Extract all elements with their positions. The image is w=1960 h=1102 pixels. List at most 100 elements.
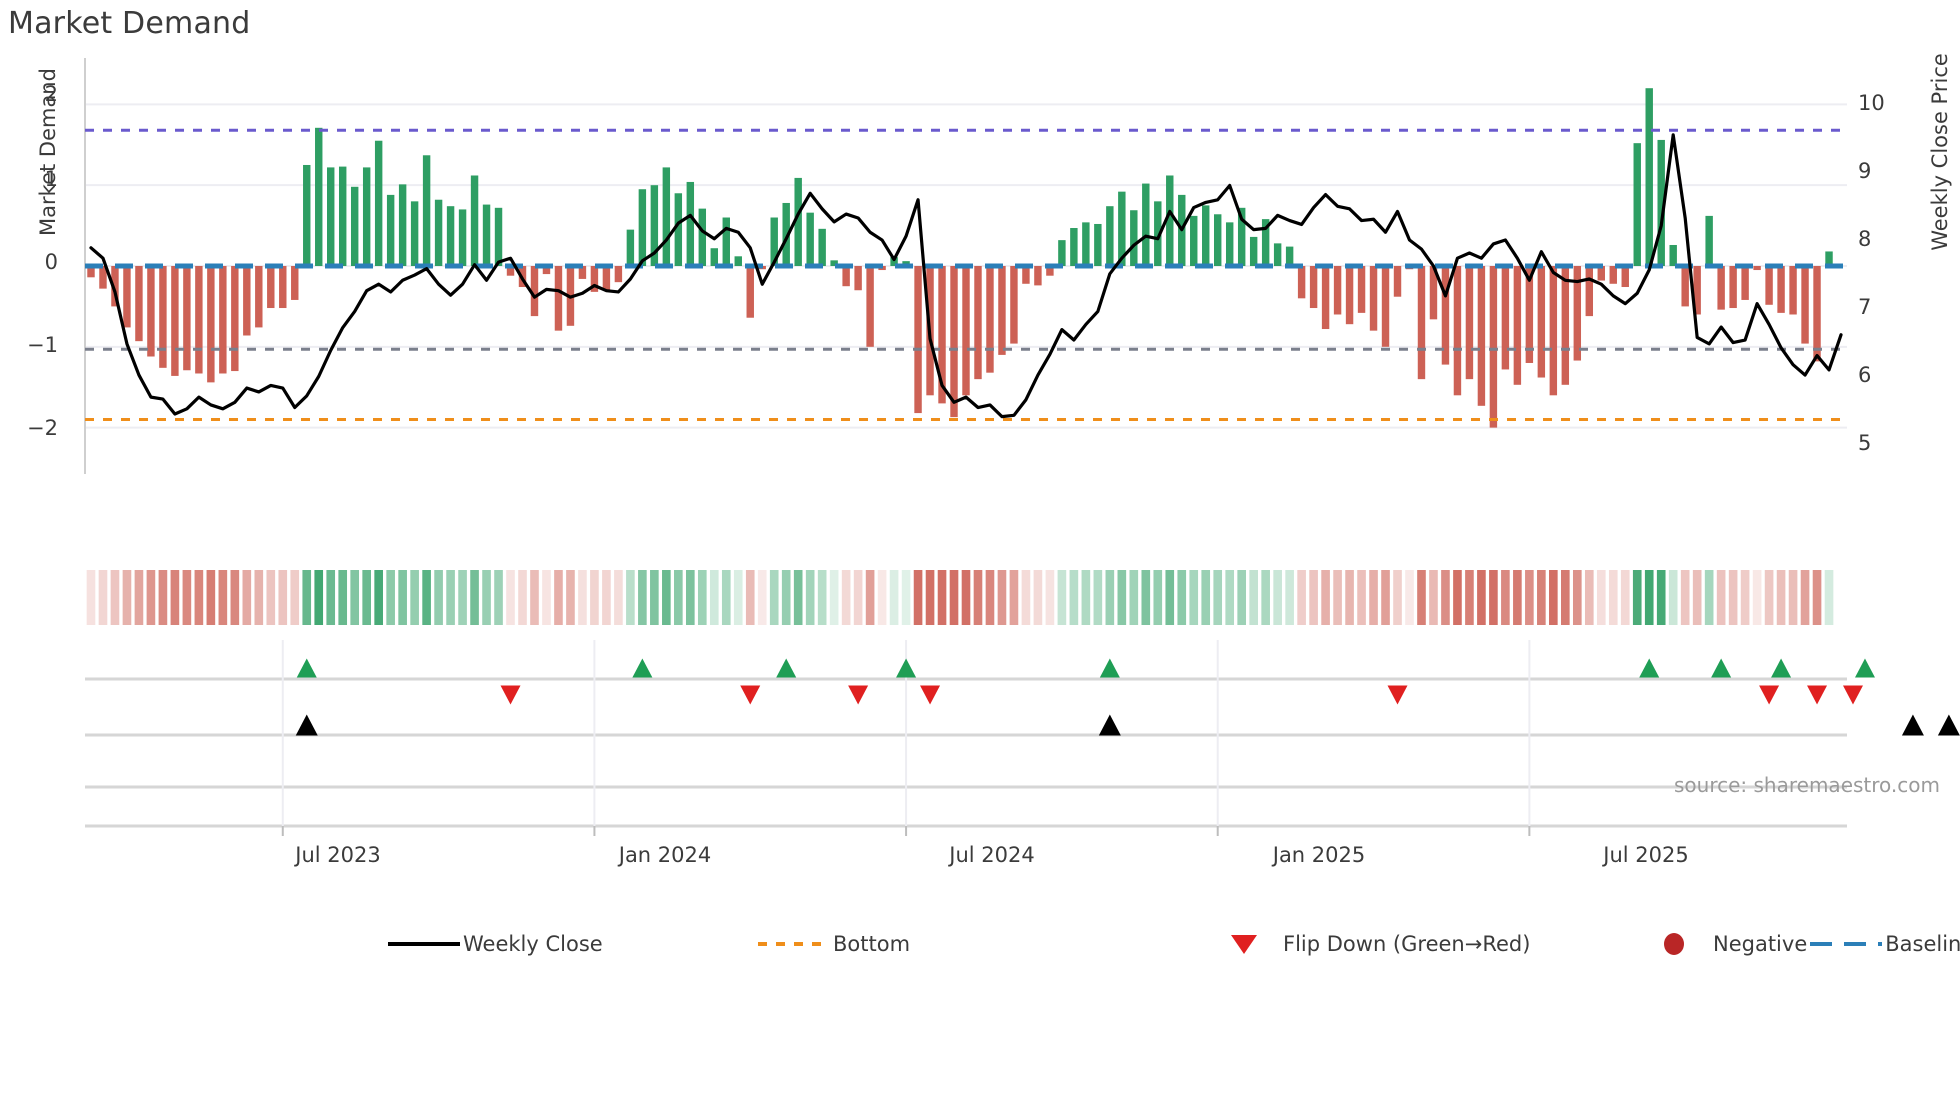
demand-bar: [698, 208, 707, 266]
demand-bar: [362, 167, 371, 266]
demand-bar: [614, 266, 623, 283]
heatmap-cell: [674, 570, 683, 625]
line-swatch: [388, 942, 460, 946]
flip-down-marker: [920, 685, 941, 705]
demand-bar: [183, 266, 191, 371]
legend-item-baseline-0[interactable]: Baseline (0): [1807, 925, 1960, 963]
demand-bar: [1118, 191, 1126, 266]
heatmap-cell: [626, 570, 635, 625]
heatmap-cell: [206, 570, 216, 625]
heatmap-cell: [769, 570, 779, 625]
heatmap-cell: [98, 570, 108, 625]
demand-bar: [1765, 266, 1773, 305]
demand-bar: [686, 181, 695, 266]
heatmap-cell: [1093, 570, 1103, 625]
source-attribution: source: sharemaestro.com: [1674, 773, 1940, 797]
heatmap-cell: [590, 570, 599, 625]
x-tick-0: Jul 2023: [295, 843, 381, 867]
weekly-close-line: [89, 133, 1843, 419]
legend-item-bottom[interactable]: Bottom: [755, 925, 1205, 963]
demand-bar: [542, 266, 551, 275]
heatmap-cell: [997, 570, 1007, 625]
heatmap-cell: [709, 570, 719, 625]
heatmap-cell: [1620, 570, 1630, 625]
heatmap-cell: [1501, 570, 1510, 625]
demand-bar: [398, 184, 407, 266]
heatmap-cell: [1417, 570, 1426, 625]
price-cross-marker: [1901, 714, 1924, 736]
legend-item-flip-down-green-red[interactable]: Flip Down (Green→Red): [1205, 925, 1635, 963]
heatmap-cell: [853, 570, 863, 625]
demand-bar: [1285, 246, 1294, 266]
y-tick-right-2: 8: [1858, 227, 1872, 251]
demand-bar: [1034, 266, 1042, 286]
demand-bar: [243, 266, 251, 336]
demand-bar: [255, 266, 263, 328]
flip-down-marker: [1759, 685, 1780, 705]
legend-item-negative[interactable]: Negative: [1635, 925, 1807, 963]
heatmap-cell: [1297, 570, 1306, 625]
flip-down-marker: [740, 685, 761, 705]
demand-bar: [914, 266, 922, 414]
heatmap-cell: [1513, 570, 1522, 625]
heatmap-cell: [494, 570, 503, 625]
y-tick-right-3: 7: [1858, 295, 1872, 319]
demand-bar: [770, 217, 778, 266]
legend-item-weekly-close[interactable]: Weekly Close: [385, 925, 755, 963]
heatmap-cell: [1572, 570, 1582, 625]
heatmap-cell: [578, 570, 587, 625]
heatmap-cell: [638, 570, 647, 625]
demand-bar: [231, 266, 239, 372]
solid-line-icon: [385, 932, 463, 956]
demand-bar: [1010, 266, 1018, 344]
heatmap-cell: [925, 570, 935, 625]
line-swatch: [758, 942, 830, 946]
heatmap-cell: [1692, 570, 1702, 625]
heatmap-cell: [542, 570, 551, 625]
demand-bar: [974, 266, 982, 380]
heatmap-cell: [1537, 570, 1546, 625]
flip-up-marker: [1771, 658, 1792, 678]
heatmap-cell: [1261, 570, 1270, 625]
page-title: Market Demand: [8, 6, 251, 41]
demand-bar: [1813, 266, 1821, 362]
x-tick-2: Jul 2024: [949, 843, 1035, 867]
heatmap-cell: [1273, 570, 1282, 625]
heatmap-cell: [554, 570, 563, 625]
demand-bar: [890, 257, 898, 266]
heatmap-cell: [973, 570, 983, 625]
heatmap-cell: [242, 570, 252, 625]
demand-bar: [1753, 266, 1761, 271]
heatmap-cell: [1477, 570, 1486, 625]
heatmap-cell: [458, 570, 467, 625]
heatmap-cell: [1165, 570, 1175, 625]
demand-bar: [554, 266, 563, 331]
demand-bar: [219, 266, 227, 374]
demand-bar: [1202, 205, 1210, 266]
heatmap-cell: [829, 570, 839, 625]
heatmap-cell: [1489, 570, 1498, 625]
demand-bar: [1741, 266, 1749, 300]
demand-bar: [1273, 243, 1282, 266]
demand-bar: [1106, 206, 1114, 266]
heatmap-cell: [685, 570, 695, 625]
demand-bar: [1345, 266, 1354, 325]
heatmap-cell: [1728, 570, 1738, 625]
heatmap-cell: [1213, 570, 1223, 625]
demand-bar: [374, 140, 383, 266]
heatmap-cell: [326, 570, 336, 625]
heatmap-cell: [1057, 570, 1067, 625]
heatmap-cell: [913, 570, 923, 625]
demand-bar: [1717, 266, 1725, 310]
demand-bar: [410, 201, 419, 266]
demand-bar: [1489, 266, 1498, 428]
demand-bar: [662, 167, 671, 266]
heatmap-cell: [1632, 570, 1642, 625]
demand-bar: [1645, 88, 1653, 267]
demand-bar: [135, 266, 143, 342]
demand-bar: [1070, 228, 1078, 266]
heatmap-cell: [566, 570, 575, 625]
demand-bar: [782, 202, 790, 266]
demand-bar: [1513, 266, 1522, 385]
heatmap-cell: [518, 570, 527, 625]
